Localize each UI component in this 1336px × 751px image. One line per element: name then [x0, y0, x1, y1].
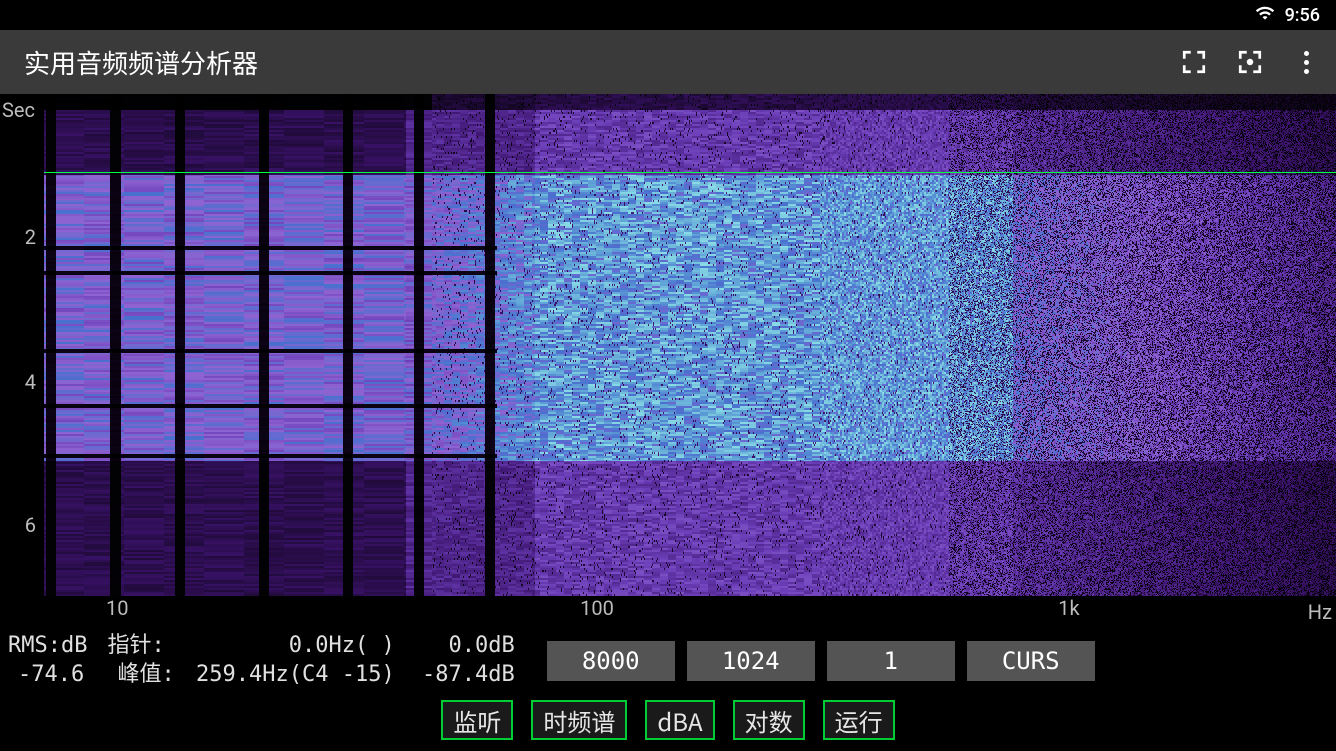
statusbar-time: 9:56 — [1285, 5, 1320, 26]
sample-rate-button[interactable]: 8000 — [547, 641, 675, 681]
y-tick: 2 — [25, 225, 36, 249]
x-axis-unit: Hz — [1308, 600, 1332, 624]
app-toolbar: 实用音频频谱分析器 — [0, 30, 1336, 94]
rms-value: -74.6 — [8, 661, 87, 690]
wifi-icon — [1255, 3, 1275, 28]
spectrogram-panel: Sec 2 4 6 Hz 10 100 1k — [0, 94, 1336, 630]
fft-size-button[interactable]: 1024 — [687, 641, 815, 681]
rms-label: RMS:dB — [8, 632, 87, 661]
readout-bar: RMS:dB -74.6 指针: 峰值: 0.0Hz( ) 259.4Hz(C4… — [0, 630, 1336, 692]
listen-toggle[interactable]: 监听 — [441, 700, 513, 740]
x-tick: 10 — [106, 596, 128, 620]
peak-freq: 259.4Hz(C4 -15) — [195, 661, 395, 690]
time-cursor-line — [44, 172, 1336, 173]
y-axis-unit: Sec — [2, 98, 35, 122]
y-axis: Sec 2 4 6 — [0, 94, 44, 594]
x-axis: Hz 10 100 1k — [44, 596, 1336, 630]
y-tick: 6 — [25, 513, 36, 537]
center-focus-icon[interactable] — [1236, 48, 1264, 76]
x-tick: 1k — [1058, 596, 1079, 620]
peak-db: -87.4dB — [415, 661, 515, 690]
y-tick: 4 — [25, 370, 36, 394]
pointer-freq: 0.0Hz( ) — [195, 632, 395, 661]
cursor-mode-button[interactable]: CURS — [967, 641, 1095, 681]
spectrogram-toggle[interactable]: 时频谱 — [531, 700, 627, 740]
spectrogram-canvas-area[interactable] — [44, 94, 1336, 596]
run-toggle[interactable]: 运行 — [823, 700, 895, 740]
toggle-bar: 监听 时频谱 dBA 对数 运行 — [0, 692, 1336, 748]
spectrogram-canvas[interactable] — [44, 94, 1336, 596]
peak-label: 峰值: — [107, 661, 174, 690]
pointer-db: 0.0dB — [415, 632, 515, 661]
fullscreen-icon[interactable] — [1180, 48, 1208, 76]
overflow-menu-icon[interactable] — [1292, 48, 1320, 76]
log-toggle[interactable]: 对数 — [733, 700, 805, 740]
dba-toggle[interactable]: dBA — [645, 700, 714, 740]
pointer-label: 指针: — [107, 632, 174, 661]
averaging-button[interactable]: 1 — [827, 641, 955, 681]
android-statusbar: 9:56 — [0, 0, 1336, 30]
app-title: 实用音频频谱分析器 — [24, 44, 1180, 81]
x-tick: 100 — [580, 596, 614, 620]
